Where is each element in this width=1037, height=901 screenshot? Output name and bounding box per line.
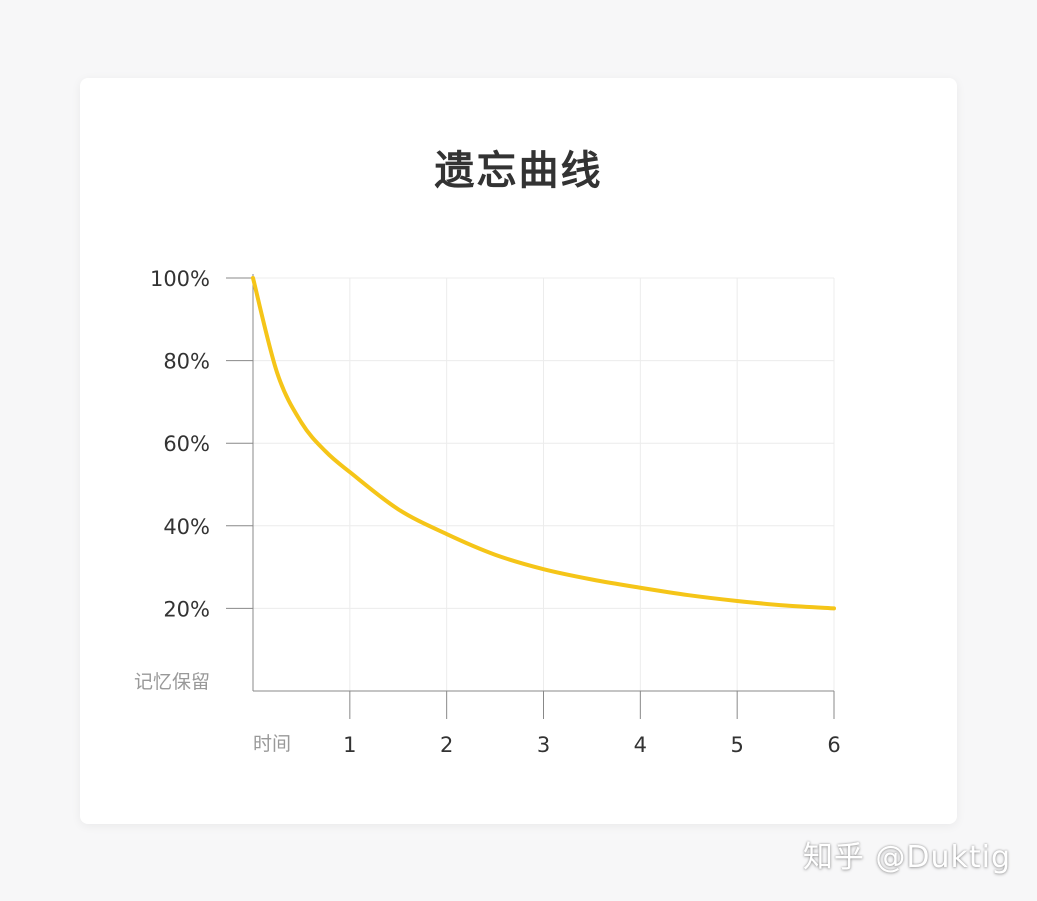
chart-title: 遗忘曲线 — [434, 147, 603, 194]
tick-layer: 20% 40% 60% 80% 100% 1 2 3 4 5 6 — [150, 267, 841, 757]
watermark-text: 知乎 @Duktig — [802, 840, 1011, 875]
x-tick-label: 6 — [827, 733, 840, 757]
y-tick-label: 100% — [150, 267, 210, 291]
grid-layer — [253, 277, 835, 691]
y-tick-label: 80% — [163, 350, 210, 374]
y-tick-label: 40% — [163, 515, 210, 539]
x-tick-label: 3 — [537, 733, 550, 757]
axis-layer — [226, 274, 835, 719]
x-tick-label: 5 — [730, 733, 743, 757]
x-tick-label: 2 — [440, 733, 453, 757]
x-tick-label: 4 — [634, 733, 647, 757]
x-tick-label: 1 — [343, 733, 356, 757]
series-layer — [251, 276, 836, 611]
forgetting-curve-line — [251, 276, 836, 611]
y-axis-label: 记忆保留 — [134, 671, 210, 693]
chart-card — [80, 78, 957, 824]
y-tick-label: 60% — [163, 432, 210, 456]
x-axis-label: 时间 — [253, 733, 291, 755]
y-tick-label: 20% — [163, 597, 210, 621]
